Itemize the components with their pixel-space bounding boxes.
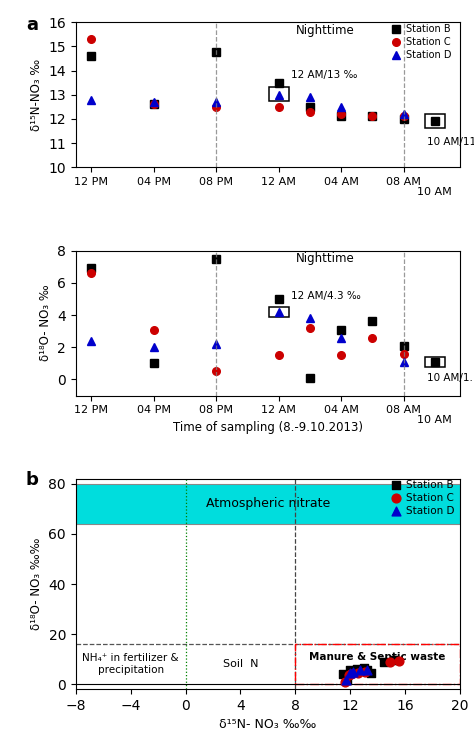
- Station C: [361, 665, 369, 677]
- Station B: [213, 48, 219, 57]
- Station D: [338, 102, 344, 111]
- Station D: [356, 665, 364, 677]
- Text: 10 AM/11.9‰: 10 AM/11.9‰: [427, 137, 474, 147]
- Station B: [367, 667, 374, 679]
- Station B: [151, 100, 157, 109]
- Station C: [355, 667, 362, 679]
- Legend: Station B, Station C, Station D: Station B, Station C, Station D: [390, 24, 451, 60]
- Station D: [89, 95, 94, 104]
- Station C: [347, 668, 355, 680]
- Station B: [390, 654, 398, 666]
- Text: Nighttime: Nighttime: [296, 252, 355, 265]
- Text: NH₄⁺ in fertilizer &
precipitation: NH₄⁺ in fertilizer & precipitation: [82, 654, 179, 675]
- Station B: [89, 52, 94, 61]
- Line: Station B: Station B: [88, 49, 438, 125]
- Text: 10 AM: 10 AM: [418, 187, 452, 196]
- Station D: [349, 665, 356, 677]
- Station C: [213, 102, 219, 111]
- Station D: [151, 98, 157, 107]
- Text: 10 AM/1.1 ‰: 10 AM/1.1 ‰: [427, 373, 474, 383]
- X-axis label: δ¹⁵N- NO₃ ‰‰: δ¹⁵N- NO₃ ‰‰: [219, 719, 317, 731]
- Station D: [342, 674, 350, 686]
- Station C: [401, 112, 406, 121]
- Station D: [307, 93, 313, 102]
- Text: Nighttime: Nighttime: [296, 24, 355, 37]
- Station D: [401, 110, 406, 119]
- Station B: [363, 665, 370, 677]
- Station B: [344, 674, 351, 686]
- Station C: [396, 655, 403, 667]
- Station C: [386, 656, 393, 668]
- Line: Station C: Station C: [88, 36, 408, 120]
- Station C: [89, 35, 94, 44]
- Station C: [151, 100, 157, 109]
- Station C: [276, 102, 282, 111]
- Station B: [370, 112, 375, 121]
- Station D: [363, 664, 370, 676]
- Station B: [276, 79, 282, 87]
- Station B: [346, 665, 354, 677]
- Station D: [346, 667, 354, 679]
- Station B: [401, 114, 406, 123]
- Station D: [276, 90, 282, 99]
- X-axis label: Time of sampling (8.-9.10.2013): Time of sampling (8.-9.10.2013): [173, 421, 363, 433]
- Station C: [345, 669, 353, 681]
- Station C: [307, 107, 313, 116]
- Station C: [370, 112, 375, 121]
- Station B: [338, 112, 344, 121]
- Station B: [381, 656, 388, 668]
- Text: 12 AM/13 ‰: 12 AM/13 ‰: [291, 70, 357, 80]
- Bar: [295, 644, 460, 684]
- Station B: [307, 102, 313, 111]
- Y-axis label: δ¹⁸O- NO₃ ‰‰: δ¹⁸O- NO₃ ‰‰: [30, 538, 43, 630]
- Station B: [339, 668, 347, 680]
- Text: Atmospheric nitrate: Atmospheric nitrate: [206, 497, 330, 511]
- Text: Soil  N: Soil N: [223, 659, 258, 669]
- Text: b: b: [26, 471, 39, 488]
- Text: 10 AM: 10 AM: [418, 415, 452, 425]
- Legend: Station B, Station C, Station D: Station B, Station C, Station D: [390, 480, 455, 516]
- Bar: [76, 484, 460, 524]
- Line: Station D: Station D: [88, 91, 408, 118]
- Station C: [341, 676, 348, 688]
- Station B: [432, 117, 438, 126]
- Station D: [213, 98, 219, 107]
- Y-axis label: δ¹⁸O- NO₃ ‰: δ¹⁸O- NO₃ ‰: [39, 285, 52, 362]
- Text: a: a: [26, 16, 38, 34]
- Station C: [338, 110, 344, 119]
- Y-axis label: δ¹⁵N-NO₃ ‰: δ¹⁵N-NO₃ ‰: [30, 59, 43, 130]
- Station B: [350, 665, 358, 677]
- Station B: [353, 663, 361, 675]
- Text: 12 AM/4.3 ‰: 12 AM/4.3 ‰: [291, 291, 360, 302]
- Text: Manure & Septic waste: Manure & Septic waste: [310, 651, 446, 662]
- Station B: [360, 662, 367, 674]
